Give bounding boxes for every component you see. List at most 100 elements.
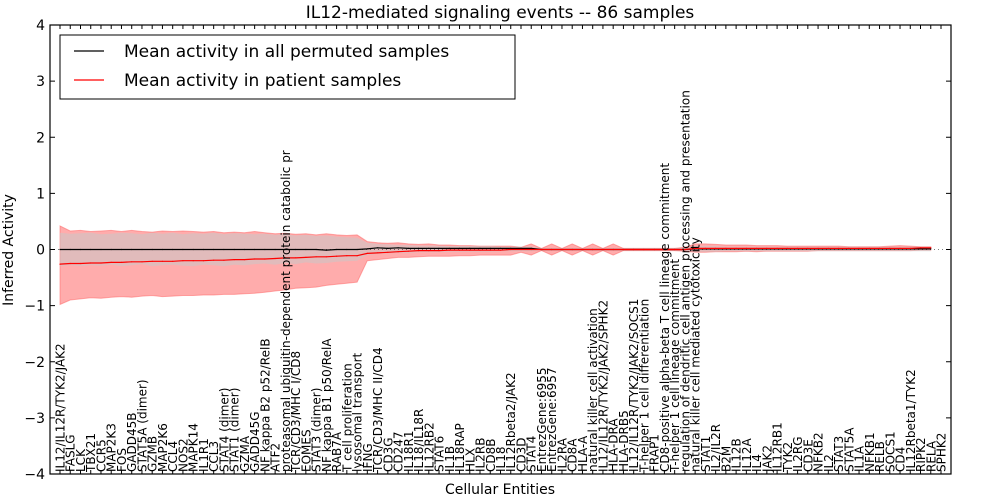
x-tick-label: CD8B — [484, 439, 498, 473]
point-patient — [817, 247, 819, 249]
x-tick-label: CD3D — [515, 438, 529, 473]
x-tick-label: STAT5A — [842, 427, 856, 472]
point-patient — [407, 250, 409, 252]
y-tick-label: 1 — [36, 186, 45, 202]
point-patient — [663, 248, 666, 251]
x-tick-label: CD247 — [392, 431, 406, 472]
point-patient — [786, 247, 788, 249]
x-tick-label: IL1R1 — [197, 438, 211, 472]
point-permuted — [458, 247, 461, 249]
x-tick-label: IL12/IL12R/TYK2/JAK2/SPHK2 — [596, 300, 610, 472]
x-tick-label: TYK2 — [781, 442, 795, 473]
y-tick-label: −4 — [24, 467, 45, 483]
x-tick-label: CCL3 — [207, 441, 221, 472]
point-patient — [213, 259, 215, 261]
point-patient — [643, 248, 645, 251]
x-tick-label: FOS — [115, 448, 129, 472]
x-tick-label: JAK2 — [760, 445, 774, 473]
point-patient — [428, 250, 430, 252]
point-patient — [489, 249, 491, 251]
point-patient — [776, 247, 778, 249]
x-tick-label: STAT3 — [832, 436, 846, 472]
point-permuted — [120, 248, 123, 251]
point-patient — [90, 262, 92, 264]
point-patient — [622, 248, 625, 251]
x-tick-label: regulation of dendritic cell antigen pro… — [678, 90, 692, 472]
x-tick-label: FASLG — [64, 434, 78, 472]
x-tick-label: IL12Rbeta2/JAK2 — [504, 372, 518, 472]
point-permuted — [243, 248, 245, 251]
point-permuted — [530, 247, 532, 249]
x-tick-label: natural killer cell activation — [586, 308, 600, 472]
point-permuted — [141, 248, 143, 251]
point-permuted — [407, 247, 409, 249]
point-permuted — [90, 248, 92, 251]
x-tick-label: RIPK2 — [914, 437, 928, 472]
point-patient — [336, 255, 338, 257]
x-tick-label: natural killer cell mediated cytotoxicit… — [689, 237, 703, 472]
point-permuted — [336, 248, 338, 251]
point-permuted — [305, 248, 307, 251]
point-permuted — [469, 247, 471, 249]
point-patient — [561, 248, 563, 251]
x-tick-label: CD3E — [801, 439, 815, 472]
point-patient — [59, 263, 61, 265]
point-patient — [397, 251, 399, 253]
point-permuted — [110, 248, 112, 251]
point-permuted — [438, 247, 440, 249]
point-permuted — [479, 247, 481, 249]
x-tick-label: EntrezGene:6957 — [545, 368, 559, 473]
x-tick-label: GZMA — [238, 435, 252, 472]
x-tick-label: IL1A — [853, 445, 867, 472]
point-patient — [530, 248, 532, 251]
y-axis-label: Inferred Activity — [1, 194, 17, 306]
point-permuted — [233, 248, 235, 251]
x-tick-label: IL4 — [750, 454, 764, 472]
point-patient — [653, 248, 655, 251]
point-patient — [274, 257, 276, 260]
x-tick-label: CD4 — [894, 447, 908, 472]
point-patient — [807, 247, 809, 249]
point-patient — [284, 257, 286, 259]
y-tick-label: 2 — [36, 130, 45, 146]
x-tick-label: CD3G — [381, 437, 395, 472]
point-patient — [202, 260, 204, 262]
x-tick-label: IL12RB1 — [771, 422, 785, 472]
point-permuted — [192, 248, 194, 251]
point-patient — [571, 248, 573, 251]
x-tick-label: B2M — [719, 446, 733, 472]
point-patient — [264, 258, 266, 260]
x-tick-label: IL12RB2 — [422, 422, 436, 472]
point-permuted — [69, 248, 71, 251]
x-tick-label: EOMES — [299, 429, 313, 472]
y-tick-label: 4 — [36, 18, 45, 34]
point-patient — [797, 247, 799, 249]
point-patient — [715, 247, 717, 249]
x-tick-label: STAT6 — [433, 436, 447, 472]
point-permuted — [315, 248, 317, 251]
point-permuted — [387, 247, 389, 249]
x-tick-label: STAT5A (dimer) — [136, 379, 150, 472]
point-permuted — [417, 247, 420, 249]
point-permuted — [499, 247, 502, 249]
x-tick-label: CCL4 — [166, 441, 180, 472]
x-tick-label: GADD45G — [248, 411, 262, 472]
x-tick-label: MAP2K3 — [105, 423, 119, 472]
point-patient — [233, 259, 235, 261]
point-patient — [192, 260, 194, 262]
x-tick-label: T cell proliferation — [340, 363, 354, 473]
x-tick-label: HLA-A — [576, 435, 590, 472]
x-tick-label: RAB7A — [330, 431, 344, 472]
point-permuted — [356, 248, 358, 251]
point-permuted — [428, 247, 430, 249]
point-patient — [141, 261, 143, 263]
series-line-patient — [59, 247, 931, 265]
point-permuted — [59, 248, 61, 251]
point-patient — [346, 255, 348, 257]
legend-label-permuted: Mean activity in all permuted samples — [124, 42, 449, 62]
point-patient — [919, 247, 922, 249]
point-permuted — [930, 248, 932, 250]
x-tick-label: T-helper 1 cell differentiation — [637, 299, 651, 473]
x-tick-label: NF kappa B2 p52/RelB — [258, 338, 272, 472]
